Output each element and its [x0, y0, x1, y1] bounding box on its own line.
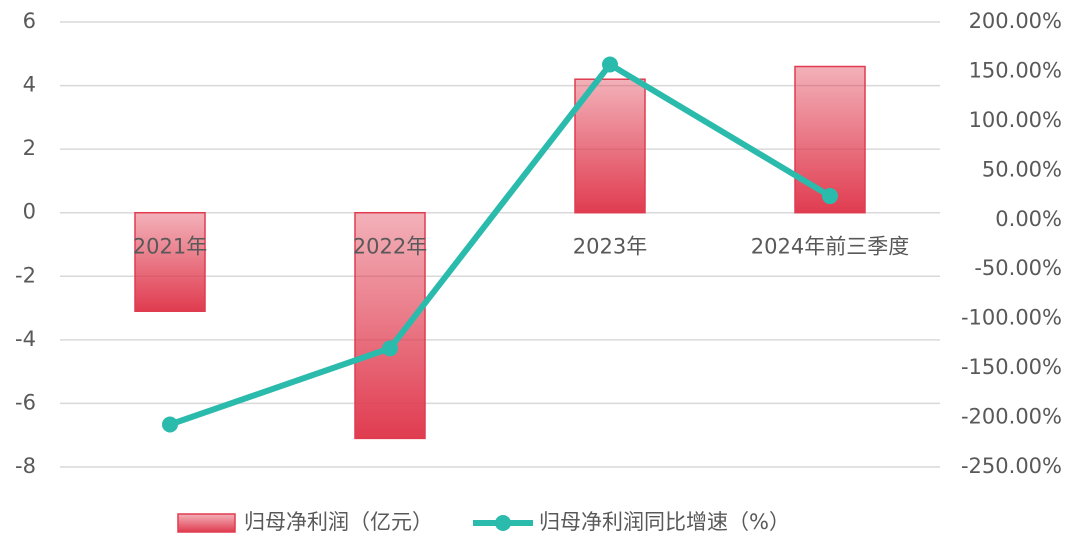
line-point	[382, 340, 398, 357]
x-tick-label: 2024年前三季度	[751, 235, 909, 259]
y-tick-label: -6	[15, 390, 36, 414]
legend-label: 归母净利润（亿元）	[244, 510, 433, 534]
bar	[574, 78, 646, 214]
y2-tick-label: 200.00%	[969, 9, 1062, 33]
line-point	[602, 56, 618, 73]
y-tick-label: 2	[23, 136, 36, 160]
x-tick-label: 2023年	[573, 235, 647, 259]
y2-tick-label: 150.00%	[969, 58, 1062, 82]
y2-tick-label: -250.00%	[961, 454, 1062, 478]
line	[169, 61, 832, 428]
bar	[354, 211, 426, 440]
y-tick-label: -4	[15, 327, 36, 351]
y-tick-label: -2	[15, 263, 36, 287]
legend-label: 归母净利润同比增速（%）	[539, 510, 790, 534]
y2-tick-label: 100.00%	[969, 108, 1062, 132]
y-tick-label: 0	[23, 200, 36, 224]
line-point	[822, 188, 838, 205]
x-tick-label: 2021年	[133, 235, 207, 259]
y2-tick-label: -100.00%	[961, 306, 1062, 330]
y2-tick-label: -200.00%	[961, 405, 1062, 429]
y2-tick-label: -50.00%	[974, 256, 1062, 280]
y-tick-label: 4	[23, 73, 36, 97]
line-point	[162, 416, 178, 433]
legend-swatch	[177, 513, 236, 533]
y2-tick-label: -150.00%	[961, 355, 1062, 379]
y-tick-label: 6	[23, 9, 36, 33]
legend-swatch	[495, 515, 511, 531]
y2-tick-label: 50.00%	[982, 157, 1062, 181]
y-tick-label: -8	[15, 454, 36, 478]
x-tick-label: 2022年	[353, 235, 427, 259]
y2-tick-label: 0.00%	[995, 207, 1062, 231]
bar	[134, 211, 206, 312]
